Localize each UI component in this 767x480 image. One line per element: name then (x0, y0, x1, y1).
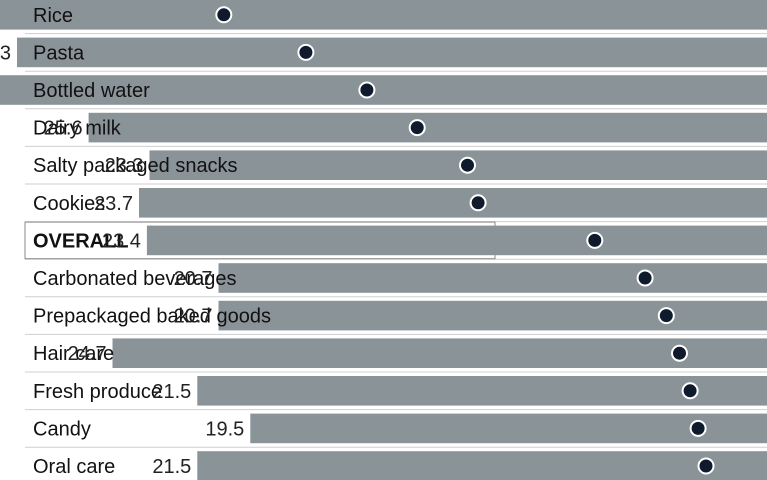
row-label-bottled-water: Bottled water (33, 80, 150, 102)
bar-prepackaged-baked-goods (218, 300, 767, 331)
bar-rice (0, 0, 767, 30)
value-label-prepackaged-baked-goods: 20.7 (174, 306, 213, 328)
dots-group (215, 6, 715, 475)
row-label-cookies: Cookies (33, 193, 105, 215)
value-label-pasta: 28.3 (0, 42, 11, 64)
row-labels: Rice Pasta Bottled water Dairy milk Salty pa… (33, 5, 271, 478)
bar-oral-care (197, 451, 767, 480)
value-label-carbonated-beverages: 20.7 (174, 268, 213, 290)
dot-cookies (469, 194, 487, 212)
dot-overall (586, 231, 604, 249)
dot-candy (689, 419, 707, 437)
row-label-carbonated-beverages: Carbonated beverages (33, 268, 236, 290)
value-label-overall: 23.4 (102, 230, 141, 252)
bar-overall (146, 225, 767, 256)
value-label-oral-care: 21.5 (152, 456, 191, 478)
value-label-dairy-milk: 25.6 (44, 118, 83, 140)
dot-pasta (297, 43, 315, 61)
dot-carbonated-beverages (636, 269, 654, 287)
bar-pasta (17, 37, 767, 68)
dot-oral-care (697, 457, 715, 475)
value-labels: 31.428.329.625.623.323.723.420.720.724.7… (0, 42, 244, 478)
bar-fresh-produce (197, 376, 767, 406)
value-label-candy: 19.5 (205, 418, 244, 440)
row-label-rice: Rice (33, 5, 73, 27)
row-label-pasta: Pasta (33, 42, 85, 64)
bar-salty-packaged-snacks (149, 150, 767, 180)
dot-fresh-produce (681, 382, 699, 400)
bar-cookies (139, 188, 767, 218)
value-label-cookies: 23.7 (94, 193, 133, 215)
row-label-salty-packaged-snacks: Salty packaged snacks (33, 155, 238, 177)
value-label-hair-care: 24.7 (68, 343, 107, 365)
bar-candy (250, 413, 767, 444)
bar-hair-care (112, 338, 767, 368)
bar-bottled-water (0, 75, 767, 105)
dot-rice (215, 6, 233, 24)
row-label-fresh-produce: Fresh produce (33, 381, 162, 403)
dot-bottled-water (358, 81, 376, 99)
row-label-oral-care: Oral care (33, 456, 115, 478)
bar-dairy-milk (88, 112, 767, 143)
dot-salty-packaged-snacks (459, 156, 476, 174)
value-label-salty-packaged-snacks: 23.3 (105, 155, 144, 177)
row-label-overall: OVERALL (33, 230, 129, 252)
dot-dairy-milk (408, 119, 426, 137)
dot-hair-care (671, 344, 688, 362)
row-label-dairy-milk: Dairy milk (33, 118, 122, 140)
row-label-hair-care: Hair care (33, 343, 114, 365)
row-label-candy: Candy (33, 418, 91, 440)
row-label-prepackaged-baked-goods: Prepackaged baked goods (33, 306, 271, 328)
row-separators (24, 33, 767, 448)
value-label-fresh-produce: 21.5 (152, 381, 191, 403)
bar-carbonated-beverages (218, 263, 767, 293)
dot-prepackaged-baked-goods (657, 307, 675, 325)
